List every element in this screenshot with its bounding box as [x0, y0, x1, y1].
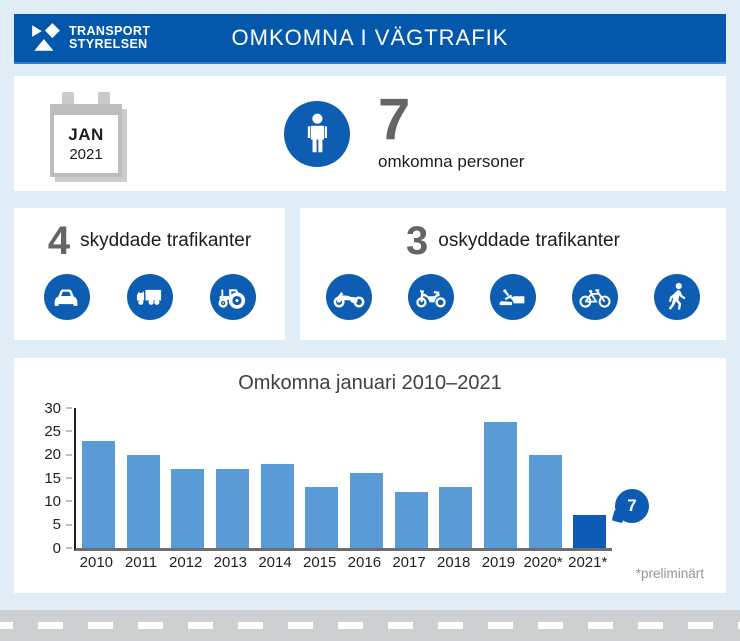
bar-2019: [483, 422, 517, 548]
x-tick-2018: 2018: [437, 554, 471, 571]
moped-icon: [408, 274, 454, 320]
y-tick-30: 30: [44, 398, 72, 418]
x-tick-2016: 2016: [347, 554, 382, 571]
bar-group: [567, 408, 612, 548]
unprotected-label: oskyddade trafikanter: [438, 230, 620, 251]
bar-group: [389, 408, 434, 548]
x-tick-2019: 2019: [481, 554, 516, 571]
bar-group: [433, 408, 478, 548]
tractor-icon: [209, 274, 256, 320]
protected-card: 4 skyddade trafikanter: [14, 208, 285, 340]
bar-2020: [528, 454, 562, 548]
chart-card: Omkomna januari 2010–2021 0 5 10 15 20 25 30 2…: [14, 358, 726, 593]
bar-group: [523, 408, 568, 548]
bar-2017: [394, 492, 428, 548]
car-icon: [43, 274, 90, 320]
motorcycle-icon: [326, 274, 372, 320]
truck-icon: [126, 274, 173, 320]
y-tick-10: 10: [44, 491, 72, 511]
x-tick-2015: 2015: [303, 554, 337, 571]
unprotected-card: 3 oskyddade trafikanter: [300, 208, 726, 340]
transportstyrelsen-logo: TRANSPORT STYRELSEN: [30, 22, 150, 54]
bar-group: [210, 408, 255, 548]
bar-2010: [81, 440, 115, 548]
x-tick-2017: 2017: [392, 554, 426, 571]
logo-line2: STYRELSEN: [69, 37, 148, 51]
highlight-callout-value: 7: [627, 496, 637, 515]
y-tick-20: 20: [44, 445, 72, 465]
x-tick-2020: 2020*: [523, 554, 563, 571]
bar-2021: [573, 515, 607, 548]
person-icon: [284, 100, 350, 167]
calendar-month: JAN: [68, 124, 104, 144]
x-tick-2010: 2010: [79, 554, 114, 571]
transportstyrelsen-logo-icon: [32, 23, 60, 51]
deaths-count: 7: [378, 87, 411, 153]
logo-text: TRANSPORT STYRELSEN: [69, 23, 151, 52]
bar-group: [478, 408, 523, 548]
road-strip: [0, 610, 740, 641]
y-tick-25: 25: [44, 421, 72, 441]
snowmobile-icon: [490, 274, 536, 320]
x-tick-2021: 2021*: [568, 554, 608, 571]
bar-group: [299, 408, 344, 548]
bicycle-icon: [572, 274, 618, 320]
protected-label: skyddade trafikanter: [80, 230, 252, 251]
chart-footnote: *preliminärt: [635, 566, 704, 581]
summary-card: JAN 2021 7 omkomna personer: [14, 76, 726, 191]
x-tick-2012: 2012: [168, 554, 203, 571]
bar-2015: [305, 487, 339, 548]
x-tick-2013: 2013: [213, 554, 248, 571]
chart-yticks: 0 5 10 15 20 25 30: [14, 400, 72, 557]
pedestrian-icon: [654, 274, 700, 320]
bar-2016: [349, 473, 383, 548]
logo-line1: TRANSPORT: [69, 23, 151, 38]
calendar-icon: JAN 2021: [50, 90, 128, 178]
bar-group: [76, 408, 121, 548]
chart-bars: [76, 408, 612, 548]
bar-2018: [439, 487, 473, 548]
road-dashed-line: [0, 622, 740, 629]
deaths-label: omkomna personer: [378, 151, 525, 171]
y-tick-0: 0: [53, 538, 72, 558]
calendar-year: 2021: [69, 145, 103, 163]
bar-group: [121, 408, 166, 548]
chart-xlabels: 2010 2011 2012 2013 2014 2015 2016 2017 2018 2019…: [74, 554, 610, 571]
calendar-body: JAN 2021: [50, 103, 122, 177]
chart-title: Omkomna januari 2010–2021: [238, 372, 502, 394]
chart-plot: [74, 408, 612, 551]
unprotected-count: 3: [406, 219, 429, 263]
protected-count: 4: [47, 219, 71, 263]
y-tick-15: 15: [44, 468, 72, 488]
bar-2013: [215, 468, 249, 548]
bar-group: [165, 408, 210, 548]
summary-text: 7 omkomna personer: [378, 87, 525, 171]
bar-group: [255, 408, 300, 548]
header-bar: TRANSPORT STYRELSEN OMKOMNA I VÄGTRAFIK: [14, 14, 726, 64]
highlight-callout: 7: [615, 489, 649, 523]
bar-2014: [260, 464, 294, 548]
page-title: OMKOMNA I VÄGTRAFIK: [231, 25, 509, 50]
y-tick-5: 5: [53, 515, 72, 535]
x-tick-2011: 2011: [124, 554, 158, 571]
bar-2011: [126, 454, 160, 548]
bar-group: [344, 408, 389, 548]
x-tick-2014: 2014: [258, 554, 292, 571]
bar-2012: [171, 468, 205, 548]
